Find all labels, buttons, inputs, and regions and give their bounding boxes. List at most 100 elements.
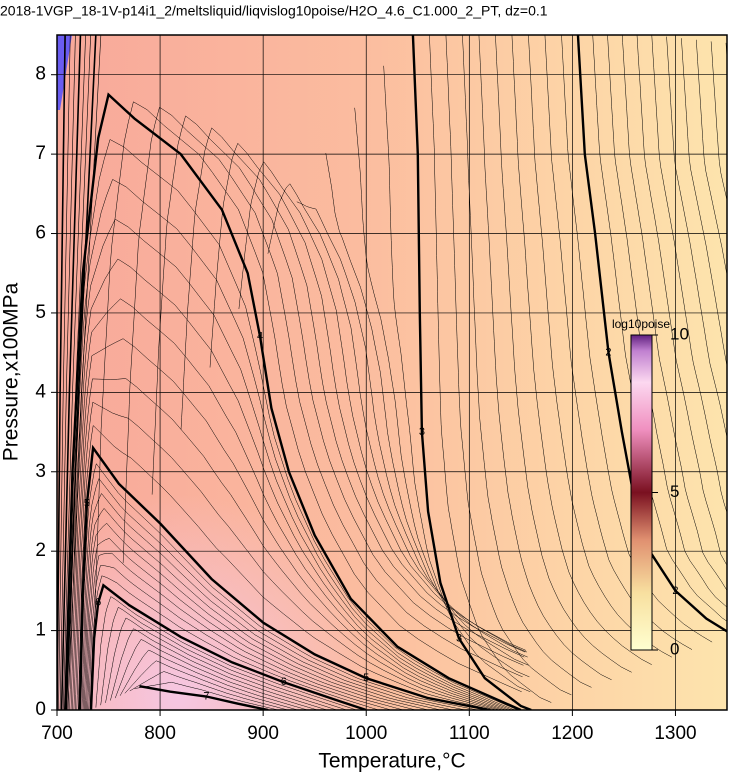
minor-contour [88, 565, 392, 710]
minor-contour [511, 35, 652, 665]
minor-contour [592, 35, 727, 622]
minor-contour [66, 139, 518, 710]
minor-contour [83, 507, 441, 710]
minor-contour [696, 39, 727, 277]
y-axis-label: Pressure,x100MPa [0, 282, 23, 461]
y-tick-label: 1 [35, 620, 46, 641]
x-tick-label: 1300 [654, 723, 696, 744]
x-tick-label: 900 [247, 723, 279, 744]
contour-label: 2 [605, 347, 611, 359]
minor-contour [238, 161, 527, 651]
minor-contour [383, 65, 531, 693]
minor-contour [681, 38, 727, 367]
minor-contour [462, 35, 592, 688]
minor-contour [59, 35, 76, 710]
minor-contour [89, 575, 379, 710]
colorbar-tick-label: 0 [670, 639, 679, 658]
minor-contour [710, 41, 727, 202]
minor-contour [76, 401, 497, 710]
contour-label: 5 [84, 497, 90, 509]
minor-contour [65, 35, 97, 710]
contour-line [78, 444, 491, 710]
minor-contour [124, 660, 298, 710]
contour-line [576, 35, 727, 633]
minor-contour [129, 671, 288, 710]
contour-label: 6 [281, 676, 287, 688]
minor-contour [651, 35, 727, 514]
y-tick-label: 5 [35, 302, 46, 323]
contour-line [64, 92, 522, 710]
x-tick-label: 1000 [345, 723, 387, 744]
contour-label: 6 [95, 597, 101, 609]
minor-contour [105, 617, 337, 710]
x-tick-label: 800 [144, 723, 176, 744]
minor-contour [73, 338, 503, 710]
minor-contour [85, 522, 429, 710]
minor-contour [95, 596, 357, 710]
minor-contour [60, 35, 82, 710]
minor-contour [58, 35, 71, 710]
minor-contour [93, 101, 522, 693]
contour-label: 3 [419, 426, 425, 438]
x-tick-label: 1200 [551, 723, 593, 744]
minor-contour [725, 42, 727, 63]
contour-line [89, 583, 367, 710]
minor-contour [75, 378, 500, 710]
minor-contour [57, 35, 66, 710]
y-tick-label: 7 [35, 143, 46, 164]
minor-contour [622, 35, 727, 591]
colorbar-label: log10poise [612, 317, 670, 331]
minor-contour [429, 35, 552, 703]
contour-line [139, 685, 269, 710]
minor-contour [544, 35, 693, 650]
minor-contour [354, 107, 530, 678]
minor-contour [77, 424, 494, 710]
minor-contour [267, 183, 527, 653]
minor-contour [296, 201, 528, 658]
minor-contour [636, 35, 727, 566]
y-tick-label: 8 [35, 64, 46, 85]
chart-title: 2018-1VGP_18-1V-p14i1_2/meltsliquid/liqv… [0, 3, 548, 19]
minor-contour [180, 127, 525, 658]
minor-contour [62, 35, 86, 710]
minor-contour [325, 153, 529, 666]
minor-contour [478, 35, 612, 681]
y-tick-label: 2 [35, 540, 46, 561]
colorbar [630, 334, 653, 651]
minor-contour [86, 538, 416, 710]
minor-contour [122, 106, 523, 678]
x-tick-label: 1100 [449, 723, 490, 744]
contour-line [411, 35, 532, 710]
y-tick-label: 4 [35, 381, 46, 402]
y-tick-label: 0 [35, 699, 46, 720]
minor-contour [80, 463, 478, 710]
minor-contour [69, 218, 512, 710]
contour-label: 4 [257, 331, 263, 343]
minor-contour [110, 628, 328, 710]
minor-contour [209, 142, 526, 653]
colorbar-tick-label: 10 [670, 324, 689, 343]
contour-label: 7 [203, 690, 209, 702]
y-tick-label: 3 [35, 461, 46, 482]
minor-contour [70, 258, 509, 710]
plot-frame [56, 34, 728, 711]
minor-contour [82, 493, 453, 710]
contour-label: 3 [456, 632, 462, 644]
minor-contour [666, 36, 727, 439]
minor-contour [445, 35, 572, 696]
contour-label: 5 [363, 672, 369, 684]
minor-contour [67, 35, 102, 710]
minor-contour [134, 681, 279, 710]
y-tick-label: 6 [35, 223, 46, 244]
x-tick-label: 700 [41, 723, 73, 744]
minor-contour [119, 649, 308, 710]
minor-contour [495, 35, 632, 673]
minor-contour [741, 45, 751, 653]
minor-contour [100, 606, 347, 710]
minor-contour [114, 639, 318, 710]
minor-contour [528, 35, 673, 658]
plot-shading [57, 35, 727, 710]
minor-contour [87, 552, 404, 710]
minor-contour [81, 478, 466, 710]
